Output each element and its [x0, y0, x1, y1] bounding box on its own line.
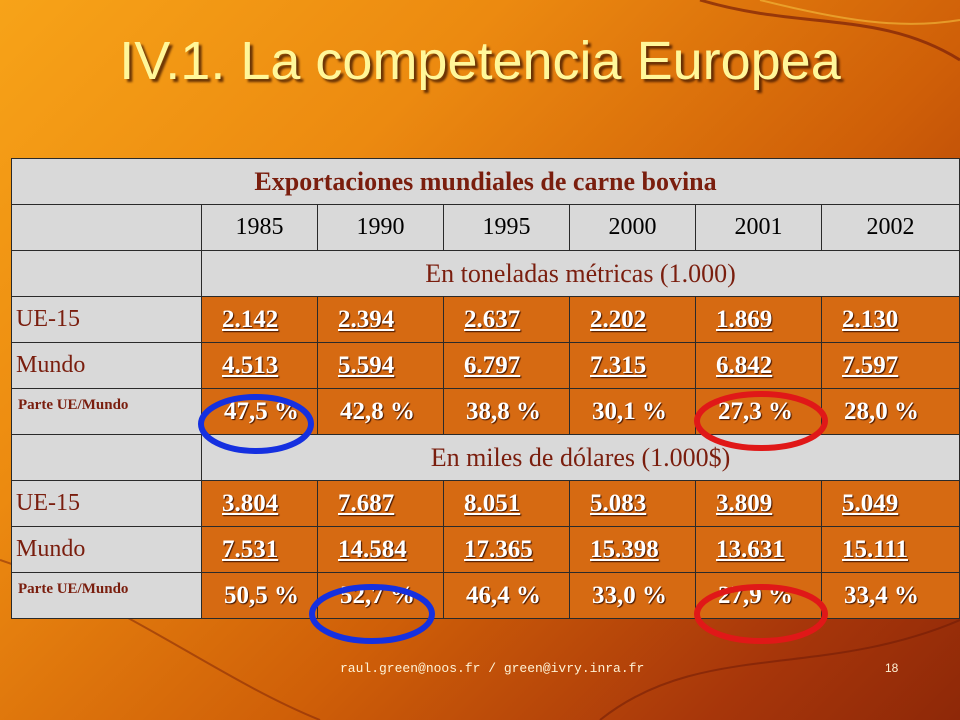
footer-contact-emails: raul.green@noos.fr / green@ivry.inra.fr [340, 661, 645, 676]
table-row: Mundo 4.513 5.594 6.797 7.315 6.842 7.59… [11, 342, 960, 389]
table-row: Parte UE/Mundo 50,5 % 52,7 % 46,4 % 33,0… [11, 572, 960, 619]
value-cell: 3.804 [201, 480, 318, 527]
value-cell: 8.051 [443, 480, 570, 527]
value-cell: 7.687 [317, 480, 444, 527]
value-cell: 15.111 [820, 526, 960, 573]
section-unit-label: En toneladas métricas (1.000) [200, 250, 960, 297]
row-label: Parte UE/Mundo [11, 388, 202, 435]
percent-cell: 47,5 % [201, 388, 318, 435]
value-cell: 2.637 [443, 296, 570, 343]
value-cell: 2.394 [317, 296, 444, 343]
row-label: Parte UE/Mundo [11, 572, 202, 619]
value-cell: 15.398 [569, 526, 696, 573]
table-row: Parte UE/Mundo 47,5 % 42,8 % 38,8 % 30,1… [11, 388, 960, 435]
year-header: 2001 [695, 204, 822, 251]
value-cell: 5.049 [820, 480, 960, 527]
value-cell: 5.083 [569, 480, 696, 527]
percent-cell: 46,4 % [443, 572, 570, 619]
year-header: 1990 [317, 204, 444, 251]
table-caption: Exportaciones mundiales de carne bovina [10, 158, 960, 205]
row-label: Mundo [11, 526, 202, 573]
year-header: 1995 [443, 204, 570, 251]
percent-cell: 52,7 % [317, 572, 444, 619]
year-header: 2002 [820, 204, 960, 251]
beef-exports-table: Exportaciones mundiales de carne bovina … [10, 158, 960, 619]
value-cell: 2.142 [201, 296, 318, 343]
value-cell: 4.513 [201, 342, 318, 389]
table-row: UE-15 2.142 2.394 2.637 2.202 1.869 2.13… [11, 296, 960, 343]
table-row: UE-15 3.804 7.687 8.051 5.083 3.809 5.04… [11, 480, 960, 527]
unit-empty-cell [11, 250, 202, 297]
value-cell: 3.809 [695, 480, 822, 527]
value-cell: 7.531 [201, 526, 318, 573]
value-cell: 1.869 [695, 296, 822, 343]
percent-cell: 33,4 % [820, 572, 960, 619]
value-cell: 2.202 [569, 296, 696, 343]
year-header: 2000 [569, 204, 696, 251]
row-label: UE-15 [11, 480, 202, 527]
section-unit-row: En toneladas métricas (1.000) [11, 250, 960, 297]
section-unit-label: En miles de dólares (1.000$) [200, 434, 960, 481]
percent-cell: 28,0 % [820, 388, 960, 435]
slide-page-number: 18 [885, 661, 899, 675]
header-empty-cell [11, 204, 202, 251]
value-cell: 14.584 [317, 526, 444, 573]
unit-empty-cell [11, 434, 202, 481]
value-cell: 6.842 [695, 342, 822, 389]
table-caption-row: Exportaciones mundiales de carne bovina [10, 158, 960, 205]
year-header: 1985 [201, 204, 318, 251]
percent-cell: 30,1 % [569, 388, 696, 435]
percent-cell: 27,9 % [695, 572, 822, 619]
slide-title: IV.1. La competencia Europea [119, 31, 841, 91]
value-cell: 6.797 [443, 342, 570, 389]
value-cell: 2.130 [820, 296, 960, 343]
percent-cell: 27,3 % [695, 388, 822, 435]
section-unit-row: En miles de dólares (1.000$) [11, 434, 960, 481]
percent-cell: 50,5 % [201, 572, 318, 619]
value-cell: 7.597 [820, 342, 960, 389]
percent-cell: 42,8 % [317, 388, 444, 435]
table-row: Mundo 7.531 14.584 17.365 15.398 13.631 … [11, 526, 960, 573]
row-label: Mundo [11, 342, 202, 389]
row-label: UE-15 [11, 296, 202, 343]
percent-cell: 33,0 % [569, 572, 696, 619]
value-cell: 13.631 [695, 526, 822, 573]
years-header-row: 1985 1990 1995 2000 2001 2002 [11, 204, 960, 251]
value-cell: 7.315 [569, 342, 696, 389]
value-cell: 5.594 [317, 342, 444, 389]
value-cell: 17.365 [443, 526, 570, 573]
percent-cell: 38,8 % [443, 388, 570, 435]
